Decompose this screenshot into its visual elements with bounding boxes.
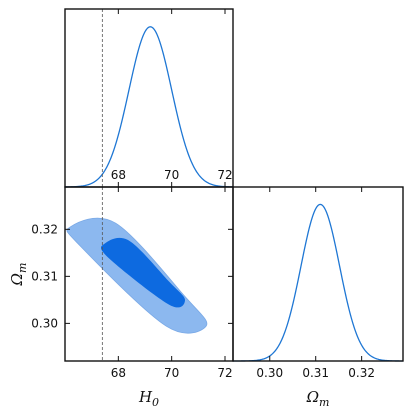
h0-top-tick-label: 68 xyxy=(111,168,126,182)
panel-frame-right xyxy=(232,186,404,362)
x-axis-label-omega-m: Ωm xyxy=(306,388,330,409)
joint-y-tick-label: 0.30 xyxy=(31,316,58,330)
y-axis-label-omega-m: Ωm xyxy=(8,263,29,287)
h0-top-tick-label: 70 xyxy=(164,168,179,182)
x-axis-label-h0-subscript: 0 xyxy=(152,396,159,409)
line-layer xyxy=(64,9,403,362)
joint-x-tick-label: 72 xyxy=(217,366,232,380)
omega-x-tick-label: 0.32 xyxy=(348,366,375,380)
contour-layer xyxy=(66,217,208,334)
joint-y-tick-label: 0.31 xyxy=(31,269,58,283)
contour-68 xyxy=(100,237,185,308)
y-axis-label-omega-m-main: Ω xyxy=(8,273,26,286)
joint-x-tick-label: 70 xyxy=(164,366,179,380)
frame-layer xyxy=(64,8,404,362)
joint-y-tick-label: 0.32 xyxy=(31,222,58,236)
omega-x-tick-label: 0.30 xyxy=(256,366,283,380)
x-axis-label-h0-main: H xyxy=(138,388,153,406)
x-axis-label-omega-m-subscript: m xyxy=(319,396,329,409)
x-axis-label-omega-m-main: Ω xyxy=(306,388,319,406)
x-axis-label-h0: H0 xyxy=(138,388,159,409)
y-axis-label-omega-m-subscript: m xyxy=(16,263,29,273)
omega-x-tick-label: 0.31 xyxy=(302,366,329,380)
h0-posterior-curve xyxy=(64,26,234,188)
tick-layer xyxy=(65,9,363,361)
text-layer: 68 70 72 68 70 72 0.30 0.31 0.32 0.30 0.31 0.32 H0 Ωm… xyxy=(8,168,375,409)
panel-frame-top xyxy=(64,8,234,188)
omega-m-posterior-curve xyxy=(233,203,403,362)
h0-top-tick-label: 72 xyxy=(217,168,232,182)
joint-x-tick-label: 68 xyxy=(111,366,126,380)
